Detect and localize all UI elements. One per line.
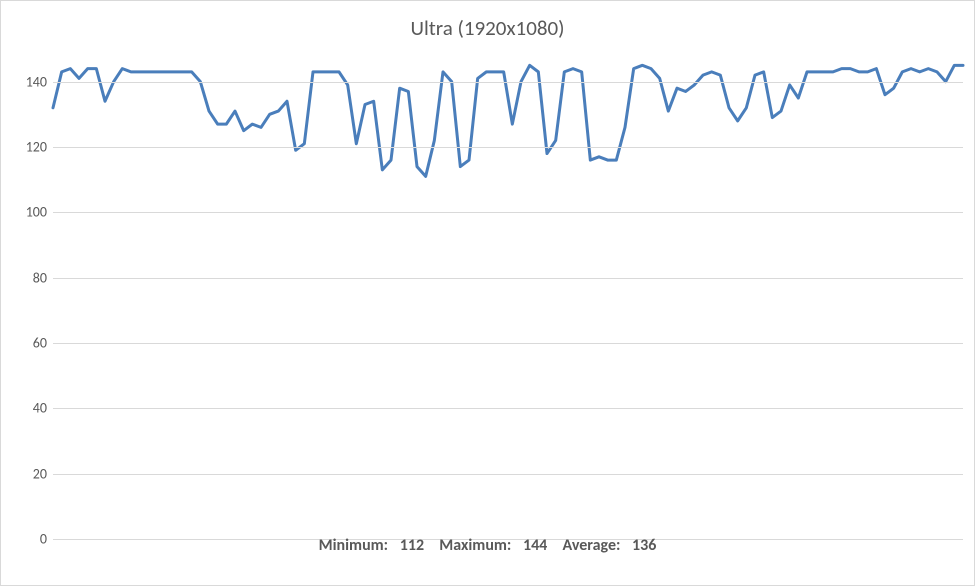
stat-maximum-label: Maximum: xyxy=(439,536,511,555)
y-axis-tick-label: 60 xyxy=(13,335,47,352)
stat-average-label: Average: xyxy=(563,536,621,555)
y-axis-tick-label: 140 xyxy=(13,73,47,90)
y-axis-tick-label: 100 xyxy=(13,204,47,221)
stat-average-value: 136 xyxy=(632,536,656,555)
gridline xyxy=(53,278,963,279)
stat-minimum-label: Minimum: xyxy=(319,536,388,555)
y-axis-tick-label: 80 xyxy=(13,269,47,286)
line-series xyxy=(53,49,963,539)
gridline xyxy=(53,408,963,409)
y-axis-tick-label: 40 xyxy=(13,400,47,417)
plot-area: 020406080100120140 xyxy=(53,49,963,539)
chart-title: Ultra (1920x1080) xyxy=(1,15,974,41)
stat-minimum-value: 112 xyxy=(400,536,424,555)
gridline xyxy=(53,147,963,148)
stat-maximum-value: 144 xyxy=(523,536,547,555)
y-axis-tick-label: 20 xyxy=(13,465,47,482)
gridline xyxy=(53,212,963,213)
gridline xyxy=(53,82,963,83)
y-axis-tick-label: 120 xyxy=(13,139,47,156)
chart-frame: Ultra (1920x1080) 020406080100120140 Min… xyxy=(0,0,975,586)
summary-stats: Minimum: 112 Maximum: 144 Average: 136 xyxy=(1,536,974,555)
gridline xyxy=(53,474,963,475)
gridline xyxy=(53,343,963,344)
